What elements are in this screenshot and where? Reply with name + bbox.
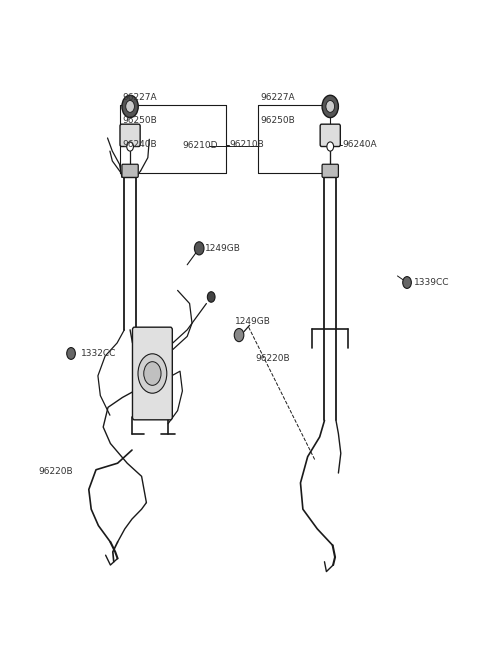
Circle shape — [403, 277, 411, 288]
Text: 1332CC: 1332CC — [81, 349, 116, 358]
Text: 96220B: 96220B — [38, 467, 73, 476]
Text: 96227A: 96227A — [122, 93, 157, 102]
Text: 1249GB: 1249GB — [205, 244, 241, 253]
Circle shape — [322, 95, 338, 118]
Text: 96240A: 96240A — [342, 140, 377, 149]
Circle shape — [207, 292, 215, 302]
Circle shape — [327, 142, 334, 151]
Text: 96220B: 96220B — [255, 354, 290, 363]
FancyBboxPatch shape — [122, 164, 138, 177]
Circle shape — [127, 142, 133, 151]
Text: 96227A: 96227A — [261, 93, 295, 102]
Circle shape — [194, 242, 204, 255]
Circle shape — [326, 101, 335, 112]
Circle shape — [234, 328, 244, 342]
Text: 96210B: 96210B — [229, 140, 264, 149]
FancyBboxPatch shape — [320, 124, 340, 147]
Text: 1249GB: 1249GB — [235, 317, 271, 327]
Circle shape — [138, 354, 167, 393]
Circle shape — [122, 95, 138, 118]
FancyBboxPatch shape — [132, 327, 172, 420]
Text: 96210D: 96210D — [182, 141, 218, 150]
FancyBboxPatch shape — [120, 124, 140, 147]
Circle shape — [126, 101, 134, 112]
Text: 96250B: 96250B — [122, 116, 157, 125]
Text: 1339CC: 1339CC — [414, 278, 450, 287]
Text: 96240B: 96240B — [122, 140, 157, 149]
FancyBboxPatch shape — [322, 164, 338, 177]
Circle shape — [144, 361, 161, 385]
Text: 96250B: 96250B — [261, 116, 295, 125]
Circle shape — [67, 348, 75, 359]
